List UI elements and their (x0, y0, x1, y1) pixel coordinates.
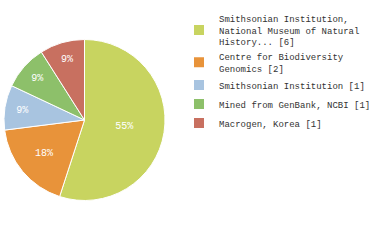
svg-text:55%: 55% (115, 121, 133, 132)
svg-text:9%: 9% (61, 54, 73, 65)
svg-text:9%: 9% (31, 73, 43, 84)
svg-text:Mined from GenBank, NCBI [1]: Mined from GenBank, NCBI [1] (219, 101, 370, 111)
svg-text:18%: 18% (35, 148, 53, 159)
svg-text:Smithsonian Institution,Nation: Smithsonian Institution,National Museum … (219, 15, 359, 48)
svg-text:Centre for BiodiversityGenomic: Centre for BiodiversityGenomics [2] (219, 53, 344, 75)
svg-text:Macrogen, Korea [1]: Macrogen, Korea [1] (219, 120, 322, 130)
svg-text:Smithsonian Institution [1]: Smithsonian Institution [1] (219, 82, 365, 92)
svg-text:9%: 9% (16, 105, 28, 116)
